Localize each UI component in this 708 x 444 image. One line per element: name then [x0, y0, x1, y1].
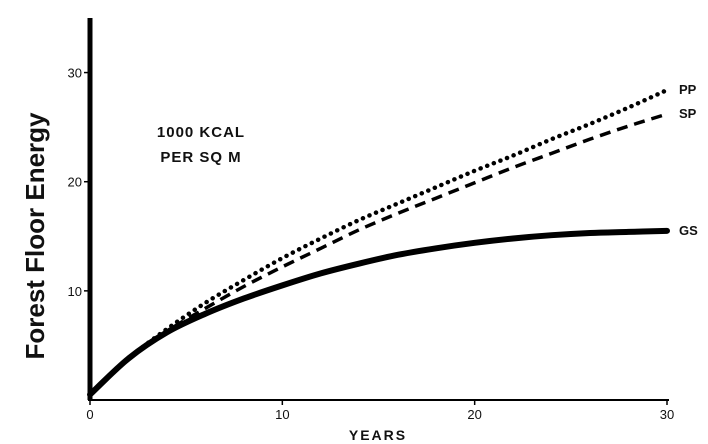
x-tick-label: 10 — [275, 407, 289, 422]
series-labels: GS SP PP — [679, 82, 698, 238]
unit-annotation-line-2: PER SQ M — [160, 149, 241, 166]
series-line-gs — [87, 227, 670, 398]
x-tick-label: 30 — [660, 407, 674, 422]
series-label-pp: PP — [679, 82, 697, 97]
x-tick-label: 0 — [86, 407, 93, 422]
y-tick-label: 30 — [68, 66, 82, 81]
ticks: 0 10 20 30 10 20 30 — [68, 66, 675, 422]
unit-annotation-line-1: 1000 KCAL — [157, 124, 245, 141]
series-label-sp: SP — [679, 106, 697, 121]
series-lines — [87, 87, 670, 398]
x-tick-label: 20 — [467, 407, 481, 422]
series-line-sp — [88, 112, 668, 396]
y-tick-label: 20 — [68, 175, 82, 190]
series-label-gs: GS — [679, 223, 698, 238]
series-line-pp — [87, 87, 670, 397]
axes — [87, 18, 669, 401]
y-tick-label: 10 — [68, 284, 82, 299]
x-axis-title: YEARS — [349, 427, 407, 443]
y-axis-title: Forest Floor Energy — [20, 112, 50, 360]
